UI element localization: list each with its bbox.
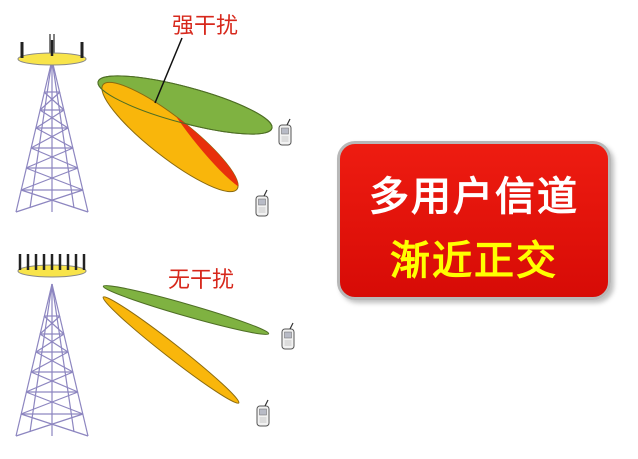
callout-line-asymptotic-orthogonal: 渐近正交 [390,238,558,284]
top-beams [97,37,273,193]
strong-interference-pointer [154,37,183,104]
beam-yellow-narrow [102,296,240,404]
strong-interference-label: 强干扰 [172,14,238,39]
beam-green-narrow [102,285,270,335]
mobile-phone-icon [281,322,295,350]
top-tower [15,34,89,213]
callout-line-multiuser-channel: 多用户信道 [369,174,579,220]
conclusion-callout: 多用户信道 渐近正交 [337,141,611,300]
cell-tower-icon [15,254,89,437]
bottom-tower [15,254,89,437]
mobile-phone-icon [278,118,292,146]
no-interference-label: 无干扰 [168,268,234,293]
bottom-beams [102,285,270,404]
mobile-phone-icon [255,189,269,217]
mobile-phone-icon [256,399,270,427]
cell-tower-icon [15,34,89,213]
